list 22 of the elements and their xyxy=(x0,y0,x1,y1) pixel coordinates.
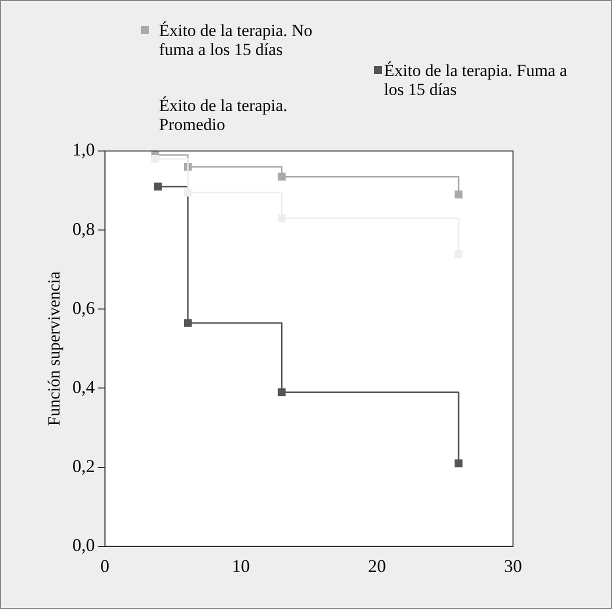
y-tick-label: 0,4 xyxy=(72,376,95,397)
x-tick-label: 30 xyxy=(504,556,522,576)
point xyxy=(184,188,192,196)
x-tick-label: 20 xyxy=(368,556,386,576)
y-tick-label: 0,6 xyxy=(72,298,95,318)
x-tick-label: 10 xyxy=(232,556,250,576)
legend-label: Éxito de la terapia. Fuma a los 15 días xyxy=(384,61,568,99)
point xyxy=(454,459,463,468)
point xyxy=(154,182,162,191)
point xyxy=(278,388,286,396)
legend-label: Éxito de la terapia. No fuma a los 15 días xyxy=(159,21,314,59)
point xyxy=(184,319,192,327)
point xyxy=(454,190,463,198)
y-tick-label: 0,2 xyxy=(72,456,95,476)
y-tick-label: 1,0 xyxy=(72,140,95,160)
y-tick-label: 0,0 xyxy=(72,535,95,556)
y-axis-title: Función supervivencia xyxy=(44,271,64,426)
point xyxy=(278,172,286,181)
point xyxy=(151,154,160,163)
series-label: Éxito de la terapia. Promedio xyxy=(159,96,288,134)
x-tick-label: 0 xyxy=(100,556,110,576)
y-tick-label: 0,8 xyxy=(72,218,95,239)
